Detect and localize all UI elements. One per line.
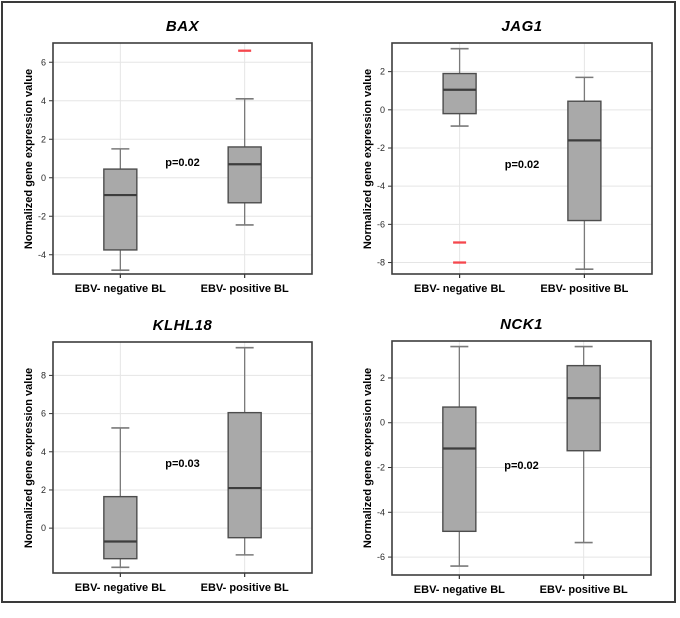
x-category-label: EBV- positive BL <box>540 283 629 295</box>
box <box>442 72 477 115</box>
y-tick-label: 4 <box>41 447 46 457</box>
p-value-label: p=0.02 <box>165 157 200 170</box>
y-tick-label: -4 <box>38 250 46 260</box>
y-tick-label: -6 <box>377 219 385 229</box>
y-tick-label: -6 <box>377 552 385 562</box>
y-tick-label: 2 <box>41 485 46 495</box>
plot-frame <box>391 42 653 275</box>
y-axis-title: Normalized gene expression value <box>362 367 374 549</box>
y-tick-label: 6 <box>41 57 46 67</box>
y-tick-label: 6 <box>41 409 46 419</box>
p-value-label: p=0.03 <box>165 458 200 471</box>
y-tick-label: -8 <box>377 258 385 268</box>
y-tick-label: 2 <box>380 67 385 77</box>
panel-title: JAG1 <box>501 18 543 35</box>
y-tick-label: -4 <box>377 181 385 191</box>
box <box>227 411 262 539</box>
y-tick-label: 2 <box>41 134 46 144</box>
box <box>103 495 138 560</box>
y-tick-label: -4 <box>377 507 385 517</box>
x-category-label: EBV- negative BL <box>414 283 506 295</box>
y-axis-title: Normalized gene expression value <box>23 367 35 548</box>
p-value-label: p=0.02 <box>504 159 540 172</box>
y-tick-label: 0 <box>41 173 46 183</box>
box <box>227 146 262 204</box>
x-category-label: EBV- negative BL <box>74 283 166 295</box>
panel-title: KLHL18 <box>152 317 213 334</box>
x-category-label: EBV- positive BL <box>539 584 628 596</box>
box <box>103 168 138 251</box>
y-tick-label: -2 <box>38 211 46 221</box>
plot-frame <box>391 340 652 576</box>
box <box>442 406 477 533</box>
y-tick-label: -2 <box>377 143 385 153</box>
y-tick-label: -2 <box>377 463 385 473</box>
y-tick-label: 8 <box>41 370 46 380</box>
p-value-label: p=0.02 <box>504 460 539 473</box>
plot-frame <box>52 341 313 574</box>
y-tick-label: 4 <box>41 96 46 106</box>
plot-frame <box>52 42 313 275</box>
x-category-label: EBV- negative BL <box>413 584 505 596</box>
box <box>566 364 601 452</box>
x-category-label: EBV- positive BL <box>200 582 289 594</box>
box <box>567 100 602 222</box>
figure-border <box>1 1 676 603</box>
panel-title: BAX <box>165 18 200 35</box>
y-axis-title: Normalized gene expression value <box>362 68 374 249</box>
y-tick-label: 0 <box>380 105 385 115</box>
y-axis-title: Normalized gene expression value <box>23 68 35 249</box>
x-category-label: EBV- positive BL <box>200 283 289 295</box>
y-tick-label: 0 <box>41 523 46 533</box>
y-tick-label: 2 <box>380 373 385 383</box>
panel-title: NCK1 <box>500 316 543 333</box>
y-tick-label: 0 <box>380 418 385 428</box>
x-category-label: EBV- negative BL <box>74 582 166 594</box>
